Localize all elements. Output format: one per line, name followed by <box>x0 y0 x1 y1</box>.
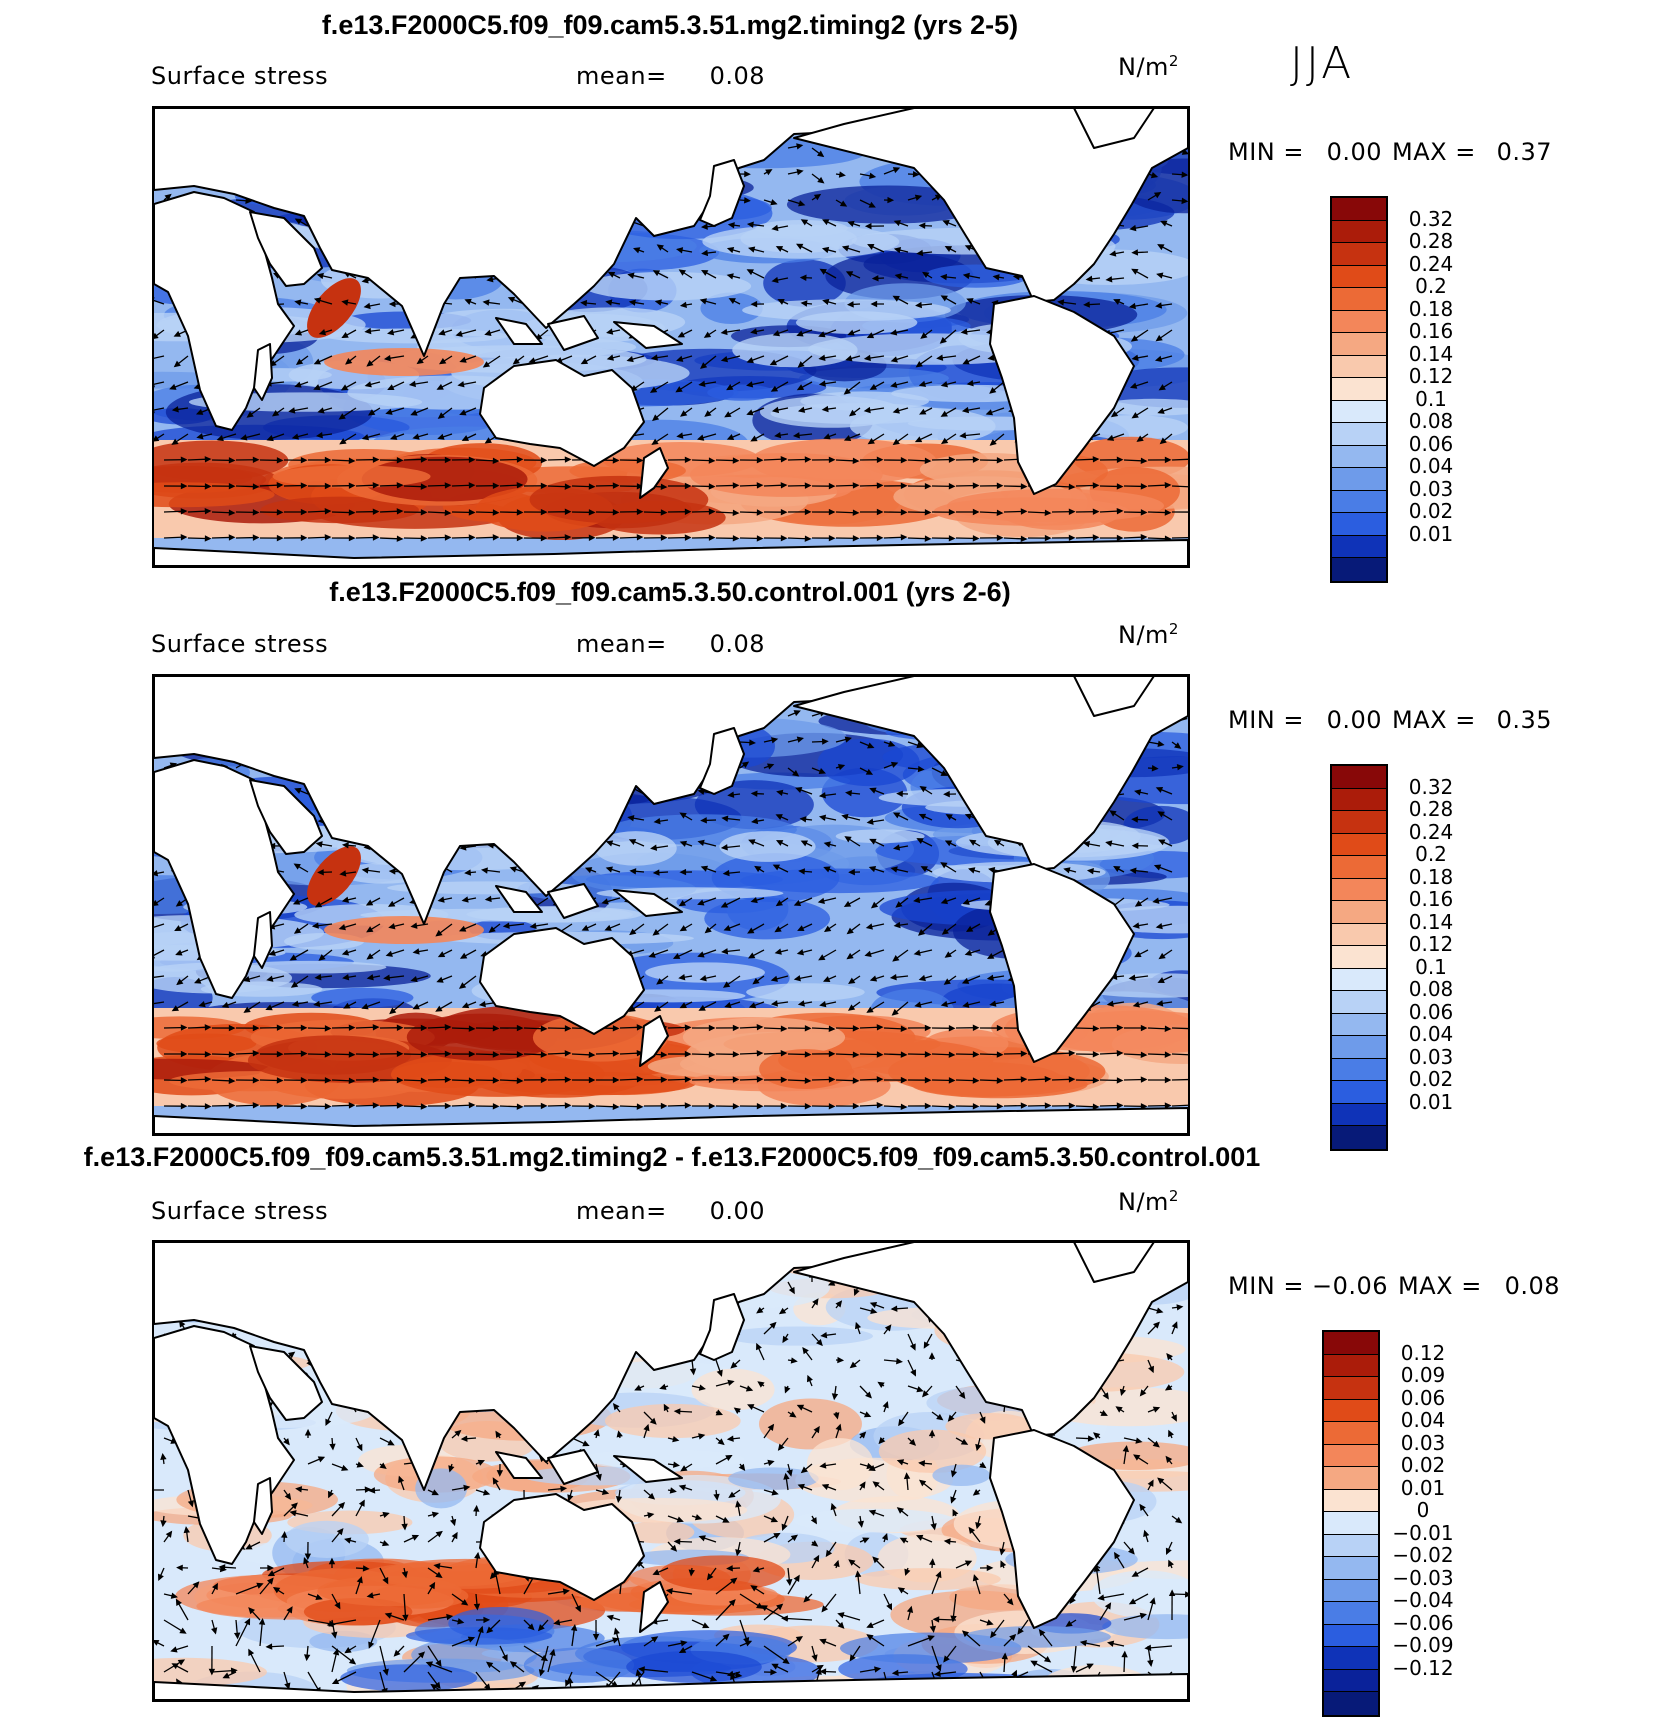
colorbar-segment <box>1332 901 1386 924</box>
colorbar-segment <box>1332 266 1386 289</box>
max-value: 0.35 <box>1480 706 1552 734</box>
stress-contour <box>660 1555 785 1591</box>
panel-title: f.e13.F2000C5.f09_f09.cam5.3.51.mg2.timi… <box>84 1142 1261 1173</box>
colorbar-segment <box>1332 356 1386 379</box>
mean-label: mean= <box>576 62 667 90</box>
variable-label: Surface stress <box>151 630 328 658</box>
stress-contour <box>932 1465 990 1486</box>
stress-contour <box>156 1034 256 1054</box>
colorbar-segment <box>1332 198 1386 221</box>
stress-contour <box>584 272 751 301</box>
colorbar-segment <box>1332 1104 1386 1127</box>
stress-contour <box>691 1369 774 1411</box>
mean-value: 0.08 <box>690 630 765 658</box>
colorbar-segment <box>1332 879 1386 902</box>
stress-contour <box>856 1568 1001 1590</box>
stress-contour <box>725 1326 873 1345</box>
max-label: MAX = <box>1398 1272 1482 1300</box>
max-value: 0.08 <box>1488 1272 1560 1300</box>
max-label: MAX = <box>1392 706 1476 734</box>
map-plot <box>152 106 1190 568</box>
variable-label: Surface stress <box>151 1197 328 1225</box>
colorbar-segment <box>1332 536 1386 559</box>
colorbar-segment <box>1332 446 1386 469</box>
stress-contour <box>466 906 642 922</box>
stress-contour <box>740 868 939 893</box>
stress-vector <box>1172 1079 1188 1080</box>
min-value: 0.00 <box>1310 138 1382 166</box>
stress-contour <box>311 988 413 1008</box>
colorbar-segment <box>1332 401 1386 424</box>
colorbar-segment <box>1332 513 1386 536</box>
variable-label: Surface stress <box>151 62 328 90</box>
colorbar-segment <box>1332 856 1386 879</box>
colorbar-segment <box>1332 766 1386 789</box>
mean-label: mean= <box>576 630 667 658</box>
colorbar-segment <box>1332 243 1386 266</box>
stress-contour <box>760 396 903 428</box>
map-plot <box>152 674 1190 1136</box>
max-label: MAX = <box>1392 138 1476 166</box>
colorbar-segment <box>1332 221 1386 244</box>
units-label: N/m2 <box>1118 1187 1179 1216</box>
stress-contour <box>807 1438 873 1490</box>
panel-title: f.e13.F2000C5.f09_f09.cam5.3.50.control.… <box>329 577 1010 608</box>
colorbar <box>1330 764 1388 1151</box>
colorbar-segment <box>1332 311 1386 334</box>
colorbar <box>1330 196 1388 583</box>
stress-contour <box>740 224 857 253</box>
colorbar-segment <box>1332 834 1386 857</box>
colorbar-segment <box>1332 1126 1386 1149</box>
min-label: MIN = <box>1228 1272 1304 1300</box>
stress-contour <box>340 1664 477 1691</box>
stress-contour <box>707 384 775 400</box>
colorbar-segment <box>1332 789 1386 812</box>
max-value: 0.37 <box>1480 138 1552 166</box>
colorbar-segment <box>1332 288 1386 311</box>
min-value: −0.06 <box>1310 1272 1388 1300</box>
colorbar-segment <box>1332 378 1386 401</box>
colorbar-segment <box>1332 423 1386 446</box>
colorbar-segment <box>1332 991 1386 1014</box>
stress-contour <box>285 1521 369 1558</box>
stress-contour <box>530 476 709 524</box>
colorbar-segment <box>1332 1014 1386 1037</box>
map-plot <box>152 1240 1190 1702</box>
stress-contour <box>626 1651 762 1683</box>
colorbar-segment <box>1332 1059 1386 1082</box>
stress-contour <box>524 1647 634 1682</box>
colorbar-segment <box>1332 333 1386 356</box>
units-label: N/m2 <box>1118 620 1179 649</box>
colorbar-segment <box>1332 558 1386 581</box>
colorbar-segment <box>1332 1081 1386 1104</box>
stress-contour <box>166 384 373 440</box>
min-label: MIN = <box>1228 138 1304 166</box>
colorbar-segment <box>1332 468 1386 491</box>
stress-contour <box>963 1626 1111 1648</box>
stress-vector <box>1172 1028 1188 1029</box>
units-label: N/m2 <box>1118 52 1179 81</box>
mean-value: 0.00 <box>690 1197 765 1225</box>
min-value: 0.00 <box>1310 706 1382 734</box>
stress-contour <box>317 1576 461 1606</box>
stress-contour <box>746 983 865 1001</box>
min-label: MIN = <box>1228 706 1304 734</box>
panel-title: f.e13.F2000C5.f09_f09.cam5.3.51.mg2.timi… <box>322 10 1018 41</box>
stress-contour <box>324 916 484 944</box>
season-label: JJA <box>1290 38 1354 89</box>
mean-label: mean= <box>576 1197 667 1225</box>
colorbar-segment <box>1332 924 1386 947</box>
colorbar-segment <box>1332 1036 1386 1059</box>
colorbar-segment <box>1332 811 1386 834</box>
colorbar-segment <box>1332 946 1386 969</box>
mean-value: 0.08 <box>690 62 765 90</box>
stress-contour <box>704 898 830 940</box>
colorbar-segment <box>1332 969 1386 992</box>
stress-contour <box>605 1404 741 1438</box>
colorbar-segment <box>1332 491 1386 514</box>
